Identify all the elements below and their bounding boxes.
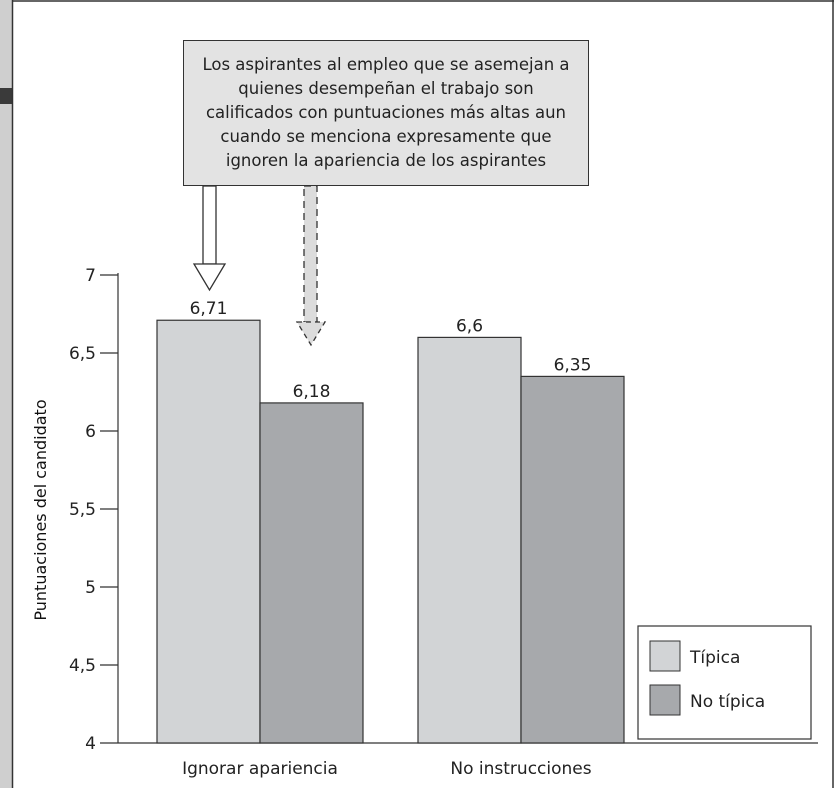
bar-ignorar-apariencia-no-tipica	[259, 402, 364, 744]
y-ticks-group: 4 4,5 5 5,5 6 6,5 7	[69, 266, 118, 754]
left-margin-strip	[0, 0, 12, 788]
bar-ignorar-apariencia-tipica	[156, 319, 261, 744]
y-tick-label: 7	[85, 266, 96, 286]
bars-group	[156, 319, 625, 744]
x-tick-label-no-instrucciones: No instrucciones	[450, 759, 591, 779]
legend-label-no-tipica: No típica	[690, 692, 765, 712]
legend-label-tipica: Típica	[689, 648, 740, 668]
dashed-arrow-shaft	[303, 185, 318, 323]
y-tick-label: 5	[85, 578, 96, 598]
y-tick-label: 6,5	[69, 344, 96, 364]
data-label-no-instrucciones-no-tipica: 6,35	[554, 355, 592, 375]
annotation-callout: Los aspirantes al empleo que se asemejan…	[183, 40, 589, 186]
solid-arrow-shaft	[202, 185, 217, 265]
bar-no-instrucciones-tipica	[417, 336, 522, 744]
y-tick-label: 4	[85, 734, 96, 754]
data-label-ignorar-apariencia-no-tipica: 6,18	[293, 382, 331, 402]
legend: Típica No típica	[637, 625, 812, 740]
data-label-ignorar-apariencia-tipica: 6,71	[190, 299, 228, 319]
left-margin-marker	[0, 88, 12, 104]
annotation-text: Los aspirantes al empleo que se asemejan…	[202, 55, 570, 170]
legend-swatch-tipica	[649, 640, 681, 672]
y-axis-label: Puntuaciones del candidato	[31, 399, 50, 620]
dashed-arrow	[295, 185, 327, 347]
y-tick-label: 4,5	[69, 656, 96, 676]
y-tick-label: 5,5	[69, 500, 96, 520]
x-tick-label-ignorar-apariencia: Ignorar apariencia	[182, 759, 338, 779]
solid-arrow-head	[192, 263, 227, 292]
legend-swatch-no-tipica	[649, 684, 681, 716]
bar-no-instrucciones-no-tipica	[520, 375, 625, 744]
dashed-arrow-head	[295, 321, 327, 347]
solid-arrow	[192, 185, 227, 292]
y-tick-label: 6	[85, 422, 96, 442]
data-label-no-instrucciones-tipica: 6,6	[456, 316, 483, 336]
data-labels-group: 6,71 6,18 6,6 6,35	[190, 299, 592, 402]
